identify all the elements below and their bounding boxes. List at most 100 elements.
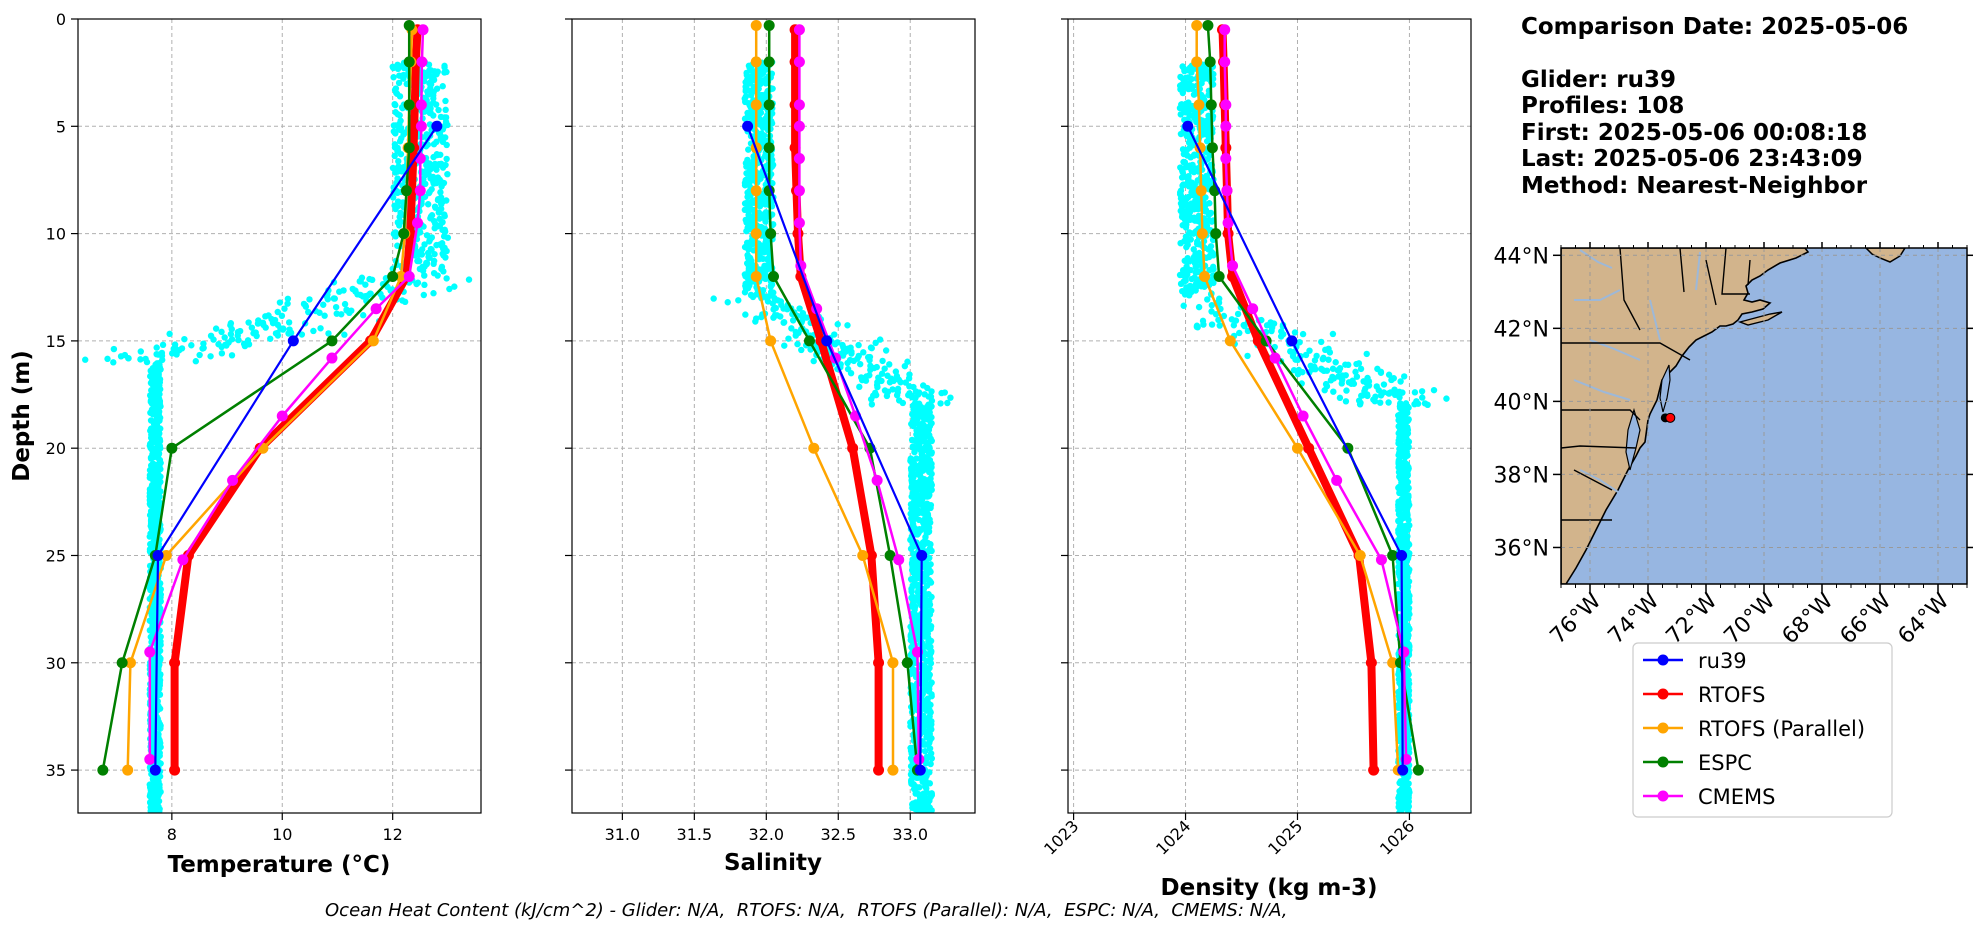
glider-obs-point [1336, 394, 1344, 402]
glider-obs-point [358, 274, 366, 281]
glider-obs-point [1208, 321, 1216, 328]
glider-obs-point [925, 528, 933, 535]
glider-obs-point [305, 308, 312, 316]
glider-obs-point [882, 347, 890, 354]
glider-obs-point [917, 447, 925, 454]
glider-obs-point [1405, 604, 1412, 612]
series-point-ru39 [149, 764, 161, 776]
glider-obs-point [421, 170, 429, 178]
glider-obs-point [396, 138, 404, 145]
glider-obs-point [884, 372, 891, 379]
legend-marker [1657, 722, 1669, 734]
glider-obs-point [1336, 365, 1344, 372]
glider-obs-point [1307, 362, 1314, 369]
series-point-cmems [793, 217, 805, 229]
glider-obs-point [159, 356, 166, 364]
glider-obs-point [245, 319, 252, 326]
glider-obs-point [415, 257, 423, 265]
series-point-cmems [144, 646, 156, 658]
glider-obs-point [753, 315, 760, 322]
glider-obs-point [1186, 112, 1193, 119]
series-point-rtofs [169, 657, 181, 669]
glider-obs-point [199, 345, 206, 352]
glider-obs-point [914, 420, 922, 427]
series-point-cmems [913, 753, 925, 765]
glider-obs-point [1203, 174, 1211, 181]
glider-obs-point [747, 92, 755, 99]
glider-obs-point [154, 462, 161, 469]
glider-obs-point [1299, 330, 1307, 338]
legend-marker [1657, 654, 1669, 666]
glider-obs-point [465, 276, 473, 283]
series-point-rtofs-parallel- [887, 764, 899, 776]
glider-obs-point [1183, 221, 1190, 228]
glider-obs-point [156, 773, 164, 780]
series-point-ru39 [287, 335, 299, 347]
glider-obs-point [910, 575, 917, 582]
glider-obs-point [430, 76, 438, 84]
series-point-cmems [793, 152, 805, 164]
glider-obs-point [1179, 182, 1186, 189]
glider-obs-point [1185, 183, 1193, 190]
glider-obs-point [925, 490, 933, 498]
glider-obs-point [870, 392, 877, 399]
glider-obs-point [762, 239, 769, 246]
glider-obs-point [917, 498, 925, 505]
glider-obs-point [159, 341, 167, 349]
map-lon-label: 68°W [1778, 588, 1839, 649]
glider-obs-point [1184, 241, 1191, 248]
glider-obs-point [921, 606, 929, 613]
glider-obs-point [909, 490, 916, 497]
glider-obs-point [235, 336, 242, 344]
glider-obs-point [921, 663, 928, 670]
map-lat-label: 40°N [1494, 390, 1549, 415]
glider-obs-point [927, 760, 934, 768]
glider-obs-point [426, 236, 434, 244]
series-point-cmems [1375, 554, 1387, 566]
glider-obs-point [146, 781, 153, 788]
glider-obs-point [909, 518, 916, 525]
glider-obs-point [398, 168, 405, 175]
glider-obs-point [768, 281, 776, 288]
glider-obs-point [391, 141, 399, 148]
glider-obs-point [926, 554, 933, 562]
nova-scotia [1864, 248, 1906, 263]
glider-obs-point [1399, 425, 1407, 432]
glider-obs-point [152, 795, 160, 802]
glider-obs-point [884, 388, 892, 396]
info-block: Comparison Date: 2025-05-06 Glider: ru39 P… [1521, 14, 1908, 199]
series-point-rtofs-parallel- [1195, 185, 1207, 197]
series-point-cmems [1398, 646, 1410, 658]
glider-obs-point [157, 403, 164, 410]
glider-obs-point [908, 469, 916, 476]
series-point-rtofs-parallel- [122, 764, 134, 776]
glider-obs-point [875, 374, 882, 381]
series-point-rtofs-parallel- [857, 549, 869, 561]
glider-obs-point [436, 215, 443, 223]
glider-obs-point [915, 774, 922, 781]
glider-obs-point [1404, 468, 1411, 475]
glider-obs-point [1180, 108, 1188, 116]
glider-obs-point [1397, 475, 1404, 483]
glider-obs-point [1377, 399, 1384, 406]
glider-obs-point [425, 189, 433, 197]
glider-obs-point [927, 579, 935, 586]
glider-obs-point [724, 299, 731, 306]
glider-obs-point [926, 671, 933, 678]
series-point-rtofs-parallel- [887, 657, 899, 669]
series-point-cmems [417, 24, 429, 36]
series-point-espc [1213, 271, 1225, 283]
series-point-rtofs-parallel- [1191, 19, 1203, 31]
glider-obs-point [1183, 194, 1190, 201]
x-tick-label: 12 [382, 825, 402, 844]
glider-obs-point [925, 591, 932, 598]
map-lon-label: 64°W [1894, 588, 1955, 649]
glider-obs-point [1402, 634, 1410, 641]
glider-obs-point [745, 100, 752, 107]
glider-obs-point [1362, 385, 1369, 392]
glider-obs-point [1287, 348, 1294, 355]
glider-obs-point [906, 371, 913, 378]
series-point-rtofs [1303, 442, 1315, 454]
glider-obs-point [149, 432, 157, 439]
